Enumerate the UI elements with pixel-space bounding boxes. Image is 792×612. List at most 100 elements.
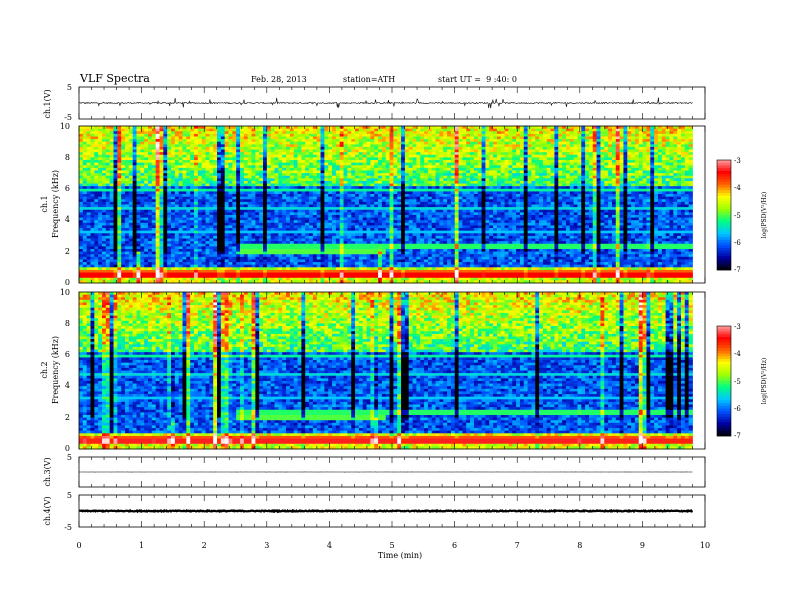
spectrogram-cell	[79, 194, 83, 197]
spectrogram-cell	[102, 163, 106, 166]
spectrogram-cell	[240, 254, 244, 257]
spectrogram-cell	[175, 134, 179, 137]
spectrogram-cell	[225, 270, 229, 273]
spectrogram-cell	[336, 139, 340, 142]
spectrogram-cell	[110, 142, 114, 145]
spectrogram-cell	[324, 241, 328, 244]
spectrogram-cell	[183, 223, 187, 226]
spectrogram-cell	[290, 129, 294, 132]
spectrogram-cell	[213, 199, 217, 202]
spectrogram-cell	[386, 165, 390, 168]
spectrogram-cell	[321, 270, 325, 273]
spectrogram-cell	[129, 270, 133, 273]
spectrogram-cell	[278, 170, 282, 173]
spectrogram-cell	[202, 241, 206, 244]
spectrogram-cell	[367, 215, 371, 218]
spectrogram-cell	[133, 134, 137, 137]
spectrogram-cell	[160, 257, 164, 260]
spectrogram-cell	[156, 181, 160, 184]
spectrogram-cell	[117, 210, 121, 213]
spectrogram-cell	[125, 142, 129, 145]
spectrogram-cell	[328, 142, 332, 145]
spectrogram-cell	[232, 254, 236, 257]
spectrogram-cell	[198, 157, 202, 160]
spectrogram-cell	[275, 239, 279, 242]
spectrogram-cell	[275, 144, 279, 147]
spectrogram-cell	[248, 191, 252, 194]
spectrogram-cell	[370, 129, 374, 132]
spectrogram-cell	[259, 262, 263, 265]
spectrogram-cell	[294, 176, 298, 179]
spectrogram-cell	[229, 184, 233, 187]
spectrogram-cell	[298, 225, 302, 228]
spectrogram-cell	[102, 233, 106, 236]
spectrogram-cell	[213, 191, 217, 194]
spectrogram-cell	[363, 129, 367, 132]
spectrogram-cell	[359, 152, 363, 155]
spectrogram-cell	[87, 129, 91, 132]
spectrogram-cell	[370, 163, 374, 166]
spectrogram-cell	[98, 202, 102, 205]
spectrogram-cell	[255, 178, 259, 181]
spectrogram-cell	[98, 126, 102, 129]
spectrogram-cell	[221, 215, 225, 218]
spectrogram-cell	[344, 225, 348, 228]
spectrogram-cell	[359, 129, 363, 132]
spectrogram-cell	[232, 139, 236, 142]
spectrogram-cell	[309, 273, 313, 276]
spectrogram-cell	[240, 144, 244, 147]
spectrogram-cell	[194, 163, 198, 166]
spectrogram-cell	[133, 212, 137, 215]
spectrogram-cell	[367, 257, 371, 260]
spectrogram-cell	[378, 126, 382, 129]
spectrogram-cell	[190, 223, 194, 226]
spectrogram-cell	[278, 163, 282, 166]
spectrogram-cell	[148, 239, 152, 242]
spectrogram-cell	[129, 275, 133, 278]
spectrogram-cell	[278, 210, 282, 213]
spectrogram-cell	[175, 267, 179, 270]
spectrogram-cell	[370, 212, 374, 215]
spectrogram-cell	[198, 223, 202, 226]
spectrogram-cell	[217, 207, 221, 210]
spectrogram-cell	[347, 210, 351, 213]
spectrogram-cell	[378, 273, 382, 276]
spectrogram-cell	[259, 249, 263, 252]
spectrogram-cell	[194, 270, 198, 273]
spectrogram-cell	[286, 139, 290, 142]
spectrogram-cell	[278, 215, 282, 218]
spectrogram-cell	[202, 210, 206, 213]
spectrogram-cell	[148, 139, 152, 142]
spectrogram-cell	[114, 205, 118, 208]
spectrogram-cell	[286, 273, 290, 276]
spectrogram-cell	[229, 270, 233, 273]
spectrogram-cell	[163, 199, 167, 202]
spectrogram-cell	[351, 215, 355, 218]
spectrogram-cell	[198, 147, 202, 150]
spectrogram-cell	[98, 194, 102, 197]
spectrogram-cell	[317, 178, 321, 181]
spectrogram-cell	[183, 228, 187, 231]
spectrogram-cell	[328, 265, 332, 268]
spectrogram-cell	[393, 246, 397, 249]
spectrogram-cell	[125, 254, 129, 257]
spectrogram-cell	[244, 165, 248, 168]
spectrogram-cell	[298, 202, 302, 205]
spectrogram-cell	[370, 142, 374, 145]
spectrogram-cell	[321, 267, 325, 270]
spectrogram-cell	[190, 181, 194, 184]
spectrogram-cell	[91, 170, 95, 173]
spectrogram-cell	[106, 270, 110, 273]
spectrogram-cell	[225, 231, 229, 234]
spectrogram-cell	[152, 205, 156, 208]
spectrogram-cell	[240, 278, 244, 281]
spectrogram-cell	[209, 236, 213, 239]
spectrogram-cell	[83, 205, 87, 208]
spectrogram-cell	[359, 254, 363, 257]
spectrogram-cell	[83, 273, 87, 276]
spectrogram-cell	[152, 176, 156, 179]
spectrogram-cell	[232, 165, 236, 168]
spectrogram-cell	[213, 273, 217, 276]
spectrogram-cell	[298, 184, 302, 187]
spectrogram-cell	[117, 215, 121, 218]
